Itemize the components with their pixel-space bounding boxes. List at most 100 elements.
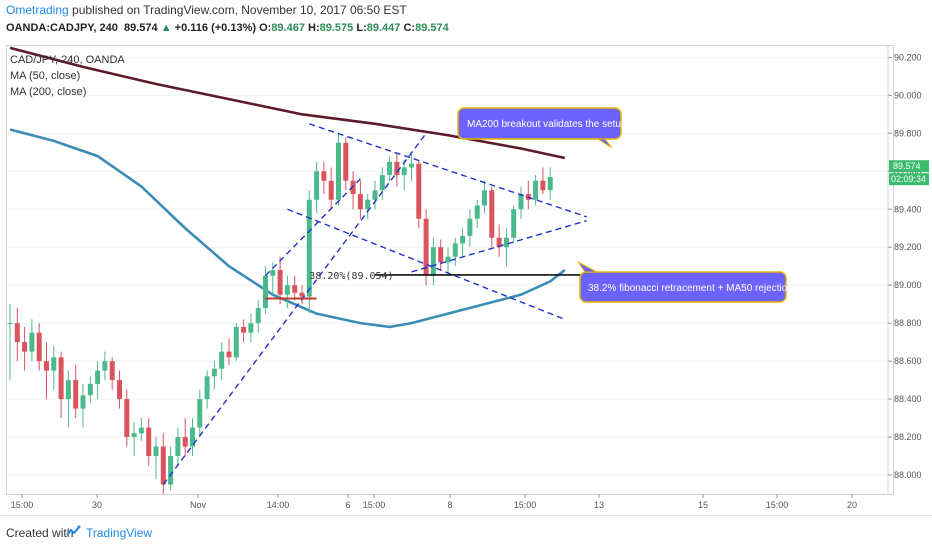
- candle-body: [131, 433, 137, 438]
- candle-body: [87, 383, 93, 396]
- candle-body: [14, 323, 20, 343]
- candle-body: [138, 427, 144, 434]
- grid-layer: [8, 56, 888, 476]
- publish-header: Ometrading published on TradingView.com,…: [6, 3, 407, 17]
- candle-body: [518, 194, 524, 210]
- footer-brand-link[interactable]: TradingView: [86, 526, 153, 540]
- candle-body: [44, 361, 49, 371]
- y-tick-label: 89.000: [894, 280, 922, 290]
- candle-body: [197, 399, 203, 428]
- trendline-0: [162, 132, 427, 485]
- trendline-2: [411, 219, 587, 273]
- high-value: 89.575: [319, 22, 354, 34]
- ma50-layer: [9, 128, 566, 329]
- candle-body: [124, 399, 130, 438]
- open-value: 89.467: [271, 22, 305, 34]
- candle-body: [533, 180, 539, 200]
- candle-body: [452, 243, 458, 257]
- low-value: 89.447: [366, 22, 401, 34]
- candle-body: [270, 270, 276, 276]
- candle-body: [182, 437, 188, 447]
- candles-layer: [7, 133, 553, 494]
- candle-body: [146, 427, 152, 457]
- candle-body: [109, 361, 115, 381]
- candle-body: [211, 368, 217, 377]
- candle-body: [168, 456, 174, 485]
- candle-body: [445, 256, 451, 263]
- candle-body: [95, 370, 101, 384]
- ma200-layer: [9, 46, 566, 160]
- callout-ma200-text: MA200 breakout validates the setup: [467, 119, 627, 130]
- candle-body: [321, 171, 327, 181]
- x-tick-label: 15:00: [363, 500, 386, 510]
- x-tick-label: 8: [447, 500, 452, 510]
- candle-body: [314, 171, 320, 200]
- x-tick-label: 13: [594, 500, 604, 510]
- candle-body: [503, 237, 509, 248]
- candle-body: [489, 190, 495, 238]
- candle-body: [29, 332, 35, 352]
- candle-body: [255, 307, 261, 324]
- callout-ma200-box: [457, 107, 622, 140]
- candle-body: [496, 237, 502, 248]
- candle-body: [58, 357, 64, 400]
- legend-ma50[interactable]: MA (50, close): [10, 70, 81, 82]
- candle-body: [401, 167, 407, 176]
- candle-body: [277, 270, 283, 295]
- candle-body: [65, 380, 71, 400]
- y-tick-label: 88.600: [894, 356, 922, 366]
- candle-body: [292, 285, 298, 293]
- candle-body: [190, 427, 195, 447]
- fib-level-label: 38.20%(89.054): [309, 271, 393, 282]
- candle-body: [423, 218, 429, 276]
- candle-body: [350, 180, 356, 195]
- author-link[interactable]: Ometrading: [6, 3, 69, 17]
- legend-ma200[interactable]: MA (200, close): [10, 86, 87, 98]
- candle-body: [482, 190, 487, 206]
- last-price-tag: [889, 160, 929, 173]
- candle-body: [80, 395, 86, 409]
- chart-legend: CAD/JPY, 240, OANDA MA (50, close) MA (2…: [10, 52, 125, 100]
- low-label: L:: [356, 22, 367, 34]
- candle-body: [102, 361, 108, 371]
- symbol-ohlc-bar: OANDA:CADJPY, 240 89.574 ▲ +0.116 (+0.13…: [6, 22, 449, 34]
- close-value: 89.574: [415, 22, 449, 34]
- candle-body: [51, 357, 57, 371]
- countdown-tag: [889, 173, 929, 186]
- footer-created-with: Created with: [6, 526, 74, 540]
- x-tick-label: 20: [847, 500, 857, 510]
- callout-fib-box: [579, 271, 787, 303]
- candle-body: [547, 176, 553, 191]
- candle-body: [73, 380, 79, 409]
- y-tick-label: 89.200: [894, 242, 922, 252]
- x-tick-label: 15:00: [514, 500, 537, 510]
- candle-body: [540, 180, 546, 191]
- candle-body: [387, 161, 393, 176]
- candle-body: [233, 326, 239, 358]
- candle-body: [263, 275, 268, 308]
- footer: Created with TradingView: [0, 515, 932, 551]
- x-tick-label: Nov: [190, 500, 207, 510]
- y-tick-label: 89.400: [894, 204, 922, 214]
- candle-body: [175, 437, 181, 457]
- candle-body: [22, 342, 28, 352]
- callout-ma200-pointer: [596, 138, 613, 149]
- candle-body: [248, 323, 254, 333]
- candle-body: [474, 205, 480, 219]
- x-tick-label: 30: [92, 500, 102, 510]
- candle-body: [299, 292, 305, 297]
- candle-body: [460, 235, 466, 244]
- trendline-4: [265, 178, 361, 277]
- ma200-line: [9, 46, 566, 160]
- price-chart[interactable]: 38.20%(89.054) 88.00088.20088.40088.6008…: [0, 0, 932, 515]
- candle-body: [306, 199, 312, 297]
- candle-body: [328, 180, 334, 200]
- callouts-layer: MA200 breakout validates the setup 38.2% …: [457, 107, 793, 303]
- last-price-tag-label: 89.574: [893, 161, 921, 171]
- countdown-tag-label: 02:09:34: [891, 174, 926, 184]
- y-tick-label: 88.400: [894, 394, 922, 404]
- x-tick-label: 14:00: [267, 500, 290, 510]
- open-label: O:: [259, 22, 272, 34]
- candle-body: [394, 161, 400, 176]
- close-label: C:: [403, 22, 416, 34]
